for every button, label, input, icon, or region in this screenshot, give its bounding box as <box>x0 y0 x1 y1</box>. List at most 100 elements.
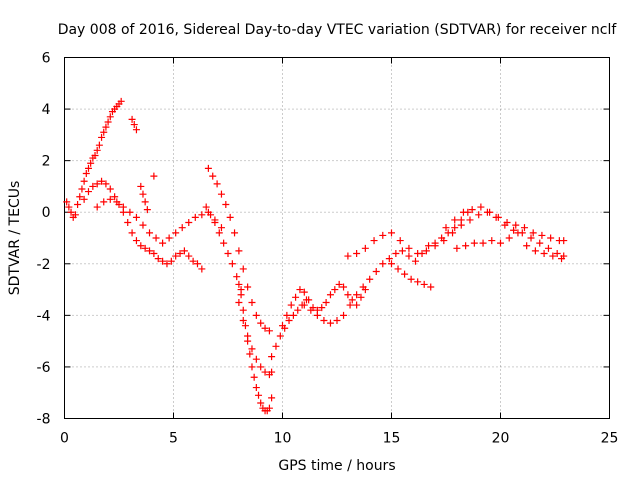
data-point <box>84 164 92 172</box>
data-point <box>235 298 243 306</box>
data-point <box>165 234 173 242</box>
data-point <box>453 244 461 252</box>
data-point <box>217 190 225 198</box>
data-point <box>257 363 265 371</box>
data-point <box>252 355 260 363</box>
data-point <box>283 311 291 319</box>
data-point <box>104 118 112 126</box>
data-point <box>146 247 154 255</box>
data-point <box>185 252 193 260</box>
data-point <box>459 208 467 216</box>
data-point <box>405 252 413 260</box>
data-point <box>411 257 419 265</box>
data-point <box>139 190 147 198</box>
data-point <box>427 283 435 291</box>
data-point <box>239 265 247 273</box>
data-point <box>326 291 334 299</box>
x-tick-label: 20 <box>492 431 510 447</box>
data-point <box>257 319 265 327</box>
data-point <box>132 126 140 134</box>
data-point <box>300 301 308 309</box>
data-point <box>372 268 380 276</box>
data-point <box>198 265 206 273</box>
data-point <box>366 275 374 283</box>
data-point <box>470 239 478 247</box>
data-point <box>392 249 400 257</box>
data-point <box>233 273 241 281</box>
x-tick-label: 5 <box>169 431 178 447</box>
data-point <box>425 242 433 250</box>
data-point <box>100 128 108 136</box>
data-point <box>204 164 212 172</box>
data-point <box>63 198 71 206</box>
data-point <box>239 317 247 325</box>
data-point <box>128 229 136 237</box>
data-point <box>529 229 537 237</box>
data-point <box>531 247 539 255</box>
data-point <box>359 283 367 291</box>
data-point <box>442 224 450 232</box>
y-tick-label: 4 <box>42 102 51 118</box>
data-point <box>185 219 193 227</box>
data-point <box>91 151 99 159</box>
data-point <box>167 257 175 265</box>
data-point <box>268 394 276 402</box>
data-point <box>106 195 114 203</box>
data-point <box>128 115 136 123</box>
y-tick-label: 2 <box>42 154 51 170</box>
data-point <box>560 237 568 245</box>
data-point <box>276 332 284 340</box>
data-point <box>67 208 75 216</box>
data-point <box>523 242 531 250</box>
data-point <box>100 198 108 206</box>
data-point <box>388 260 395 268</box>
data-point <box>191 213 199 221</box>
data-point <box>228 260 236 268</box>
data-point <box>318 304 326 312</box>
data-point <box>268 368 276 376</box>
data-point <box>503 219 511 227</box>
data-point <box>87 159 95 167</box>
data-point <box>558 255 566 263</box>
data-point <box>285 317 293 325</box>
data-point <box>265 404 273 412</box>
data-point <box>340 311 348 319</box>
data-point <box>224 249 232 257</box>
data-point <box>313 311 321 319</box>
data-point <box>209 172 217 180</box>
data-point <box>414 278 422 286</box>
data-point <box>396 237 404 245</box>
data-point <box>137 182 145 190</box>
data-point <box>300 288 308 296</box>
data-point <box>178 224 186 232</box>
data-point <box>222 200 230 208</box>
data-point <box>401 270 409 278</box>
data-point <box>379 260 387 268</box>
y-tick-label: 6 <box>42 51 51 67</box>
data-point <box>361 244 369 252</box>
data-point <box>431 242 439 250</box>
data-point <box>117 97 125 105</box>
data-point <box>189 257 197 265</box>
data-point <box>520 224 528 232</box>
data-point <box>102 180 110 188</box>
data-point <box>287 301 295 309</box>
x-tick-label: 25 <box>601 431 619 447</box>
data-point <box>159 257 167 265</box>
data-point <box>237 291 245 299</box>
data-point <box>540 249 548 257</box>
data-point <box>93 180 101 188</box>
data-point <box>257 399 265 407</box>
data-point <box>106 185 114 193</box>
data-point <box>398 247 406 255</box>
data-point <box>279 322 286 330</box>
data-point <box>289 311 297 319</box>
data-point <box>320 317 328 325</box>
data-point <box>405 244 413 252</box>
data-point <box>505 234 513 242</box>
data-point <box>544 244 552 252</box>
x-tick-label: 0 <box>60 431 69 447</box>
data-point <box>124 219 132 227</box>
data-point <box>244 332 252 340</box>
data-point <box>385 255 393 263</box>
